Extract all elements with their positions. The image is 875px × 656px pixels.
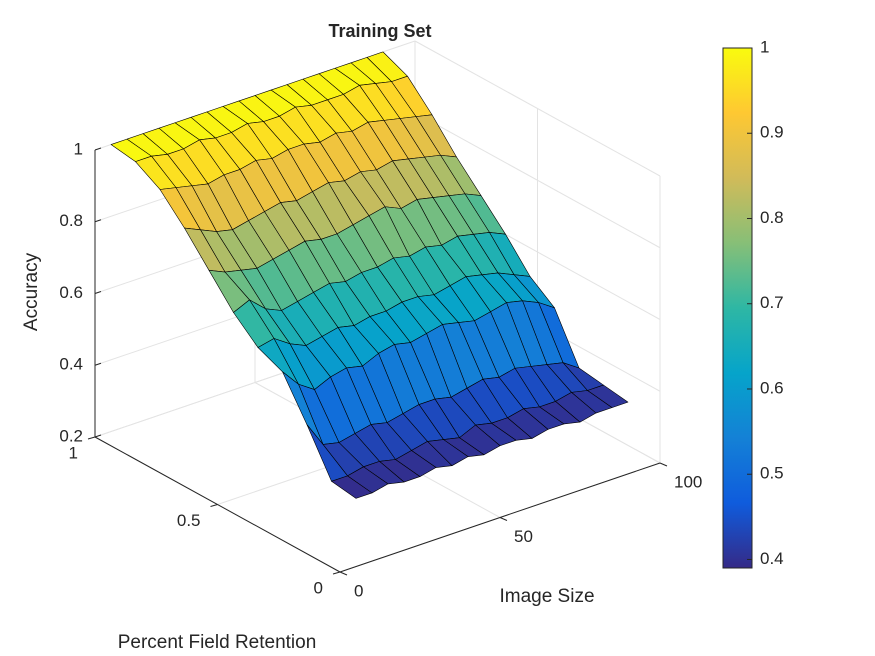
z-tick-label: 0.8 [59,211,83,230]
x-axis-label: Image Size [499,586,594,607]
wall-grid-line [414,112,661,249]
colorbar-tick-label: 0.9 [760,123,784,142]
z-tick [94,434,102,438]
z-tick-label: 0.6 [59,283,83,302]
y-tick-label: 0 [314,578,323,597]
x-tick [659,462,668,467]
colorbar-tick-label: 0.6 [760,378,784,397]
z-tick-label: 0.2 [59,426,83,445]
y-axis-label: Percent Field Retention [118,632,317,653]
x-tick-label: 100 [674,472,702,491]
y-tick [332,571,341,575]
chart-title: Training Set [328,21,431,41]
colorbar-tick-label: 0.8 [760,208,784,227]
x-tick [339,571,348,576]
colorbar-tick-label: 0.7 [760,293,784,312]
y-tick [87,436,96,440]
x-tick-label: 50 [514,527,533,546]
colorbar [722,47,753,569]
z-tick [94,362,102,366]
y-tick-label: 1 [69,443,78,462]
z-tick [94,147,102,151]
colorbar-tick-label: 0.5 [760,464,784,483]
z-axis-label: Accuracy [21,252,42,331]
y-tick [210,504,218,507]
z-tick [94,219,102,223]
z-tick-label: 0.4 [59,355,83,374]
z-tick-label: 1 [74,139,83,158]
x-tick [499,517,508,521]
wall-grid-line [414,40,661,177]
y-tick-label: 0.5 [177,511,201,530]
colorbar-tick-label: 0.4 [760,549,784,568]
surface-patch [331,475,373,499]
surface [110,51,629,499]
colorbar-tick-label: 1 [760,37,769,56]
x-tick-label: 0 [354,581,363,600]
z-tick [94,291,102,294]
